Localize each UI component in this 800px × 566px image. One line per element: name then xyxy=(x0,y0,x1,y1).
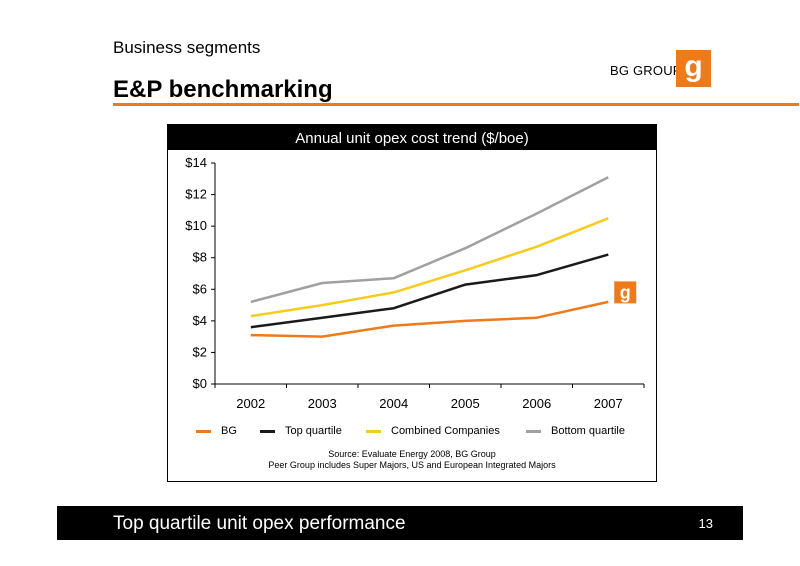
section-subtitle: Business segments xyxy=(113,38,261,57)
chart-panel: Annual unit opex cost trend ($/boe) $0 $2… xyxy=(167,124,657,482)
x-tick-label: 2007 xyxy=(594,396,623,411)
legend-swatch xyxy=(196,429,211,433)
y-tick-label: $12 xyxy=(185,187,207,202)
page-number: 13 xyxy=(698,516,713,531)
legend-swatch xyxy=(366,429,381,433)
source-line-1: Source: Evaluate Energy 2008, BG Group xyxy=(328,449,496,459)
x-tick-label: 2003 xyxy=(308,396,337,411)
chart-source: Source: Evaluate Energy 2008, BG Group P… xyxy=(168,449,656,471)
x-tick-label: 2006 xyxy=(522,396,551,411)
y-tick-label: $6 xyxy=(193,281,207,296)
y-tick-label: $2 xyxy=(193,344,207,359)
legend-label: BG xyxy=(221,425,237,437)
title-rule xyxy=(113,103,799,106)
x-tick-label: 2002 xyxy=(236,396,265,411)
bg-logo-marker-glyph: g xyxy=(620,282,631,302)
series-line-top-quartile xyxy=(250,253,609,329)
series-line-bg xyxy=(250,300,609,338)
legend-item: Top quartile xyxy=(260,425,342,437)
y-tick-label: $14 xyxy=(185,155,207,170)
logo-text: BG GROUP xyxy=(610,63,682,78)
legend-item: BG xyxy=(196,425,237,437)
legend-swatch xyxy=(260,429,275,433)
legend-swatch xyxy=(526,429,541,433)
legend-item: Bottom quartile xyxy=(526,425,625,437)
legend-label: Combined Companies xyxy=(391,425,500,437)
bg-logo-icon: g xyxy=(676,50,711,87)
chart-title: Annual unit opex cost trend ($/boe) xyxy=(168,125,656,150)
x-tick-label: 2004 xyxy=(379,396,408,411)
series-line-bottom-quartile xyxy=(250,176,609,304)
footer-message: Top quartile unit opex performance xyxy=(113,513,406,534)
chart-legend: BG Top quartile Combined Companies Bottom q… xyxy=(196,425,646,441)
footer-bar: Top quartile unit opex performance 13 xyxy=(57,506,743,540)
series-line-combined-companies xyxy=(250,217,609,318)
y-tick-label: $8 xyxy=(193,250,207,265)
legend-item: Combined Companies xyxy=(366,425,500,437)
source-line-2: Peer Group includes Super Majors, US and… xyxy=(268,460,556,470)
y-tick-label: $10 xyxy=(185,218,207,233)
line-chart: $0 $2 $4 $6 $8 $10 $12 $14 2002 2003 2004 2005 2006 2… xyxy=(185,155,645,411)
y-tick-label: $0 xyxy=(193,376,207,391)
x-tick-label: 2005 xyxy=(451,396,480,411)
legend-label: Bottom quartile xyxy=(551,425,625,437)
legend-label: Top quartile xyxy=(285,425,342,437)
page-title: E&P benchmarking xyxy=(113,76,333,103)
y-tick-label: $4 xyxy=(193,313,207,328)
bg-logo-marker-icon xyxy=(614,281,637,304)
